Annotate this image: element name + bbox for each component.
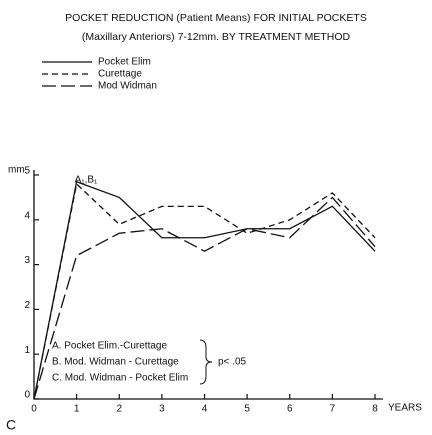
note: B. Mod. Widman - Curettage [52, 357, 179, 368]
x-tick-label: 5 [244, 404, 250, 415]
x-tick-label: 7 [330, 404, 336, 415]
y-tick-label: 4 [24, 210, 30, 221]
series-line [33, 196, 376, 400]
x-tick-label: 8 [372, 404, 378, 415]
y-axis-label: mm [8, 165, 25, 176]
series-line [33, 182, 376, 400]
legend-label: Pocket Elim [98, 57, 151, 68]
y-tick-label: 5 [24, 166, 30, 177]
significance: p< .05 [218, 357, 247, 368]
x-tick-label: 6 [287, 404, 293, 415]
series-line [33, 180, 376, 400]
x-axis-label: YEARS [388, 403, 422, 414]
legend-label: Mod Widman [98, 81, 157, 92]
note: A. Pocket Elim.-Curettage [52, 341, 167, 352]
x-tick-label: 2 [116, 404, 122, 415]
y-tick-label: 2 [24, 300, 30, 311]
y-tick-label: 0 [24, 390, 30, 401]
legend-label: Curettage [98, 69, 142, 80]
x-tick-label: 4 [202, 404, 208, 415]
y-tick-label: 3 [24, 255, 30, 266]
x-tick-label: 1 [74, 404, 80, 415]
chart-subtitle: (Maxillary Anteriors) 7-12mm. BY TREATME… [82, 31, 351, 43]
panel-label: C [6, 417, 16, 433]
annotation: A₁,B₁ [75, 175, 98, 186]
note: C. Mod. Widman - Pocket Elim [52, 373, 188, 384]
chart-title: POCKET REDUCTION (Patient Means) FOR INI… [65, 12, 367, 24]
brace [199, 339, 213, 385]
x-tick-label: 0 [31, 404, 37, 415]
y-tick-label: 1 [24, 345, 30, 356]
x-tick-label: 3 [159, 404, 165, 415]
